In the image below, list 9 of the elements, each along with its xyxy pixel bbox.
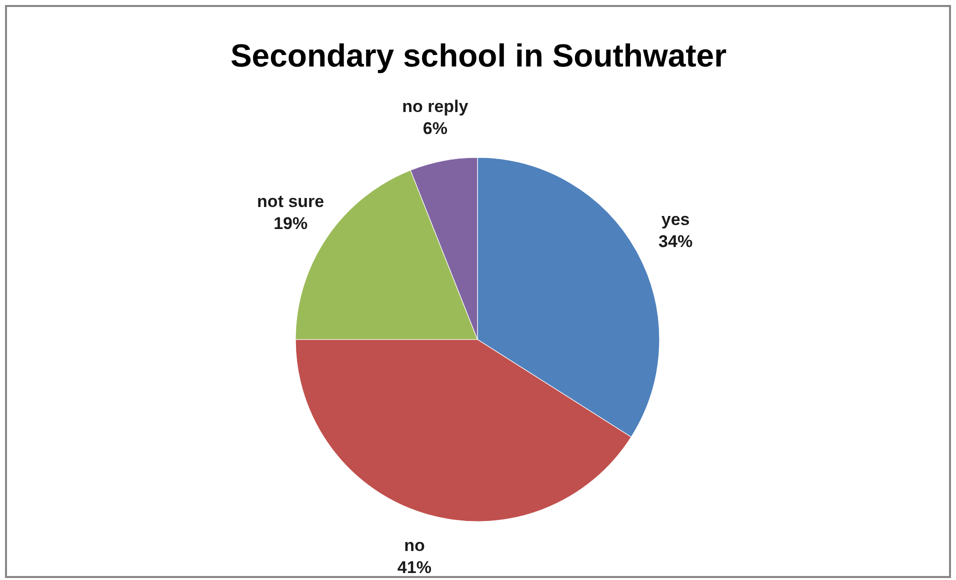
data-label: 19% (274, 214, 308, 233)
slice-label: yes (661, 210, 690, 230)
data-label: 34% (658, 232, 693, 252)
data-label: 6% (422, 119, 448, 138)
slice-label: no reply (402, 97, 469, 116)
slice-label: not sure (257, 192, 324, 211)
chart-title: Secondary school in Southwater (230, 38, 727, 74)
slice-label: no (404, 536, 425, 556)
data-label: 41% (397, 558, 432, 578)
